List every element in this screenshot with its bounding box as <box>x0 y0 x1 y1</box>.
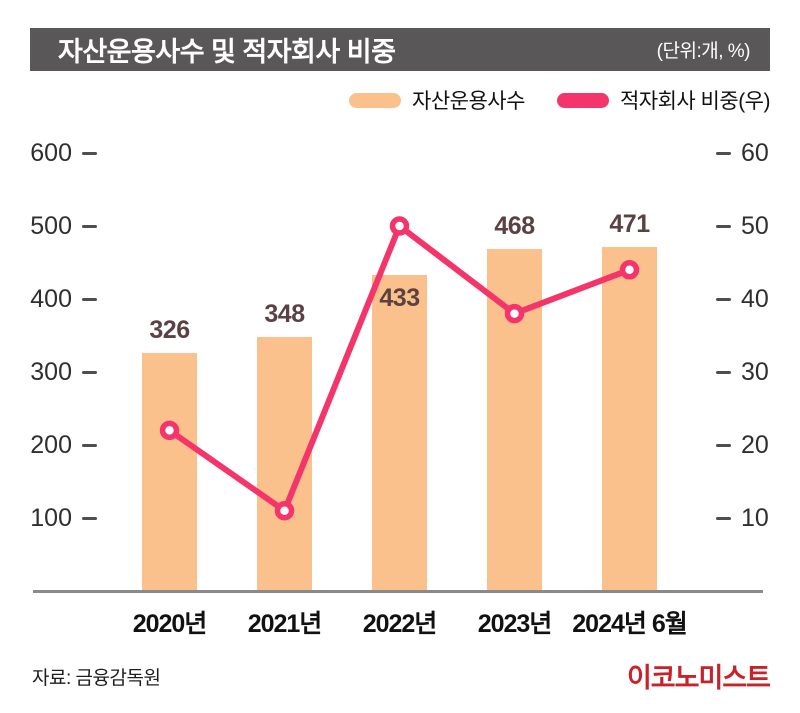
left-axis-tick-label: 400 <box>30 285 72 313</box>
left-axis-tick-label: 300 <box>30 358 72 386</box>
right-axis-tick-label: 40 <box>741 285 769 313</box>
title-bar: 자산운용사수 및 적자회사 비중 (단위:개, %) <box>30 28 770 71</box>
x-axis-line <box>33 590 763 593</box>
legend-label: 자산운용사수 <box>412 90 525 113</box>
right-axis-tick-label: 20 <box>741 431 769 459</box>
legend-item-1: 적자회사 비중(우) <box>556 85 771 115</box>
left-axis-tick-label: 100 <box>30 504 72 532</box>
right-axis-tick-label: 60 <box>741 139 769 167</box>
left-axis-tick-label: 600 <box>30 139 72 167</box>
line-marker-2024년 6월 <box>619 260 640 280</box>
page-title: 자산운용사수 및 적자회사 비중 <box>58 37 396 67</box>
bar-value-label: 433 <box>379 283 420 312</box>
line-marker-2020년 <box>159 420 180 441</box>
bar-value-label: 348 <box>264 299 305 328</box>
right-axis-tick-mark <box>716 516 731 520</box>
economist-logo: 이코노미스트 <box>626 663 771 693</box>
legend-swatch-icon <box>556 92 609 108</box>
bar-value-label: 326 <box>149 316 190 345</box>
right-axis-tick-label: 30 <box>741 358 769 386</box>
left-axis-tick-mark <box>82 370 97 374</box>
right-axis-tick-mark <box>716 224 731 228</box>
line-marker-2021년 <box>274 500 295 521</box>
loss-ratio-line <box>166 223 633 514</box>
left-axis-tick-label: 200 <box>30 431 72 459</box>
x-axis-label-0: 2020년 <box>132 610 208 638</box>
bar-value-label: 468 <box>494 212 535 241</box>
left-axis-tick-mark <box>82 516 97 520</box>
legend-label: 적자회사 비중(우) <box>619 90 771 113</box>
x-axis-label-4: 2024년 6월 <box>572 610 687 638</box>
left-axis-tick-mark <box>82 297 97 301</box>
line-marker-2023년 <box>504 303 525 324</box>
legend-item-0: 자산운용사수 <box>349 85 525 115</box>
line-marker-2022년 <box>389 216 410 236</box>
bar-2020년 <box>142 353 197 591</box>
bar-2024년 6월 <box>602 247 657 591</box>
right-axis-tick-mark <box>716 297 731 301</box>
source-label: 자료: 금융감독원 <box>32 668 161 689</box>
x-axis-label-2: 2022년 <box>362 610 438 638</box>
left-axis-tick-mark <box>82 224 97 228</box>
right-axis-tick-mark <box>716 151 731 155</box>
left-axis-tick-mark <box>82 151 97 155</box>
unit-label: (단위:개, %) <box>656 41 751 62</box>
x-axis-label-1: 2021년 <box>247 610 323 638</box>
right-axis-tick-mark <box>716 443 731 447</box>
left-axis-tick-label: 500 <box>30 212 72 240</box>
legend: 자산운용사수 적자회사 비중(우) <box>317 85 771 115</box>
right-axis-tick-label: 10 <box>741 504 769 532</box>
left-axis-tick-mark <box>82 443 97 447</box>
bar-value-label: 471 <box>609 210 650 239</box>
right-axis-tick-label: 50 <box>741 212 769 240</box>
right-axis-tick-mark <box>716 370 731 374</box>
x-axis-label-3: 2023년 <box>477 610 553 638</box>
bar-2022년 <box>372 274 427 591</box>
legend-swatch-icon <box>349 92 402 108</box>
